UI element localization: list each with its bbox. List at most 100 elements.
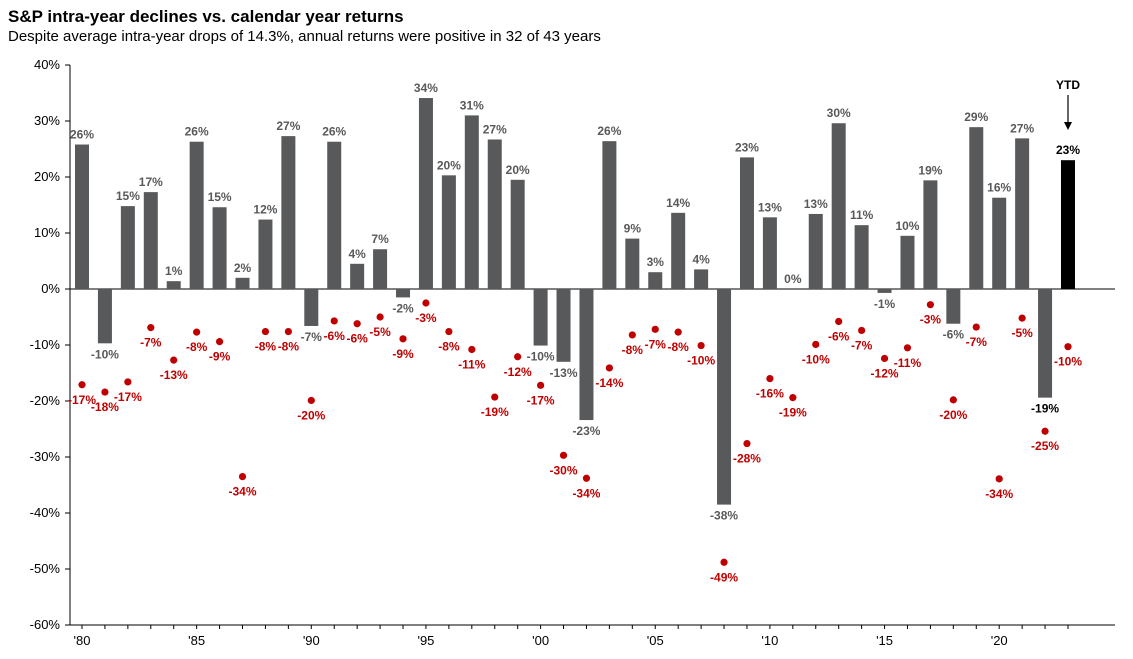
bar: [75, 144, 89, 289]
y-tick-label: -50%: [30, 561, 61, 576]
decline-point: [559, 451, 568, 459]
bar-label: 29%: [964, 110, 988, 124]
decline-label: -7%: [140, 336, 162, 350]
decline-point: [880, 354, 889, 363]
bar: [327, 141, 342, 289]
bar-label: 4%: [348, 247, 366, 261]
bar-label: -7%: [301, 330, 323, 344]
decline-label: -6%: [324, 329, 346, 343]
decline-label: -3%: [415, 311, 437, 325]
decline-label: -13%: [160, 368, 188, 382]
decline-label: -34%: [572, 486, 600, 500]
bar: [418, 98, 433, 289]
decline-point: [995, 475, 1003, 483]
bar-label: -1%: [874, 297, 896, 311]
decline-point: [238, 473, 247, 481]
bar-label: 11%: [850, 208, 874, 222]
bar: [510, 179, 525, 289]
decline-label: -8%: [255, 340, 277, 354]
bar: [1015, 138, 1030, 289]
y-tick-label: -20%: [30, 393, 61, 408]
bar: [900, 235, 915, 289]
bar-label: 27%: [276, 119, 300, 133]
y-tick-label: 30%: [34, 113, 60, 128]
decline-label: -30%: [550, 463, 578, 477]
bar-label: 0%: [784, 272, 802, 286]
bar: [625, 238, 640, 289]
decline-label: -3%: [920, 313, 942, 327]
decline-label: -8%: [438, 340, 460, 354]
decline-label: -11%: [894, 356, 922, 370]
bar-label: 19%: [918, 163, 942, 177]
bar-label: 26%: [70, 128, 94, 142]
decline-point: [261, 327, 270, 336]
y-tick-label: -60%: [30, 617, 61, 632]
decline-label: -9%: [392, 347, 414, 361]
y-tick-label: 0%: [41, 281, 60, 296]
bar-label: 27%: [1010, 121, 1034, 135]
bar: [717, 289, 732, 505]
bar-label: 20%: [437, 158, 461, 172]
decline-point: [651, 325, 659, 333]
bar-label: 31%: [460, 98, 484, 112]
bar-label: -23%: [572, 424, 600, 438]
bar-label: 23%: [735, 140, 759, 154]
bar: [373, 249, 388, 289]
bar-series: [75, 98, 1075, 505]
bar-label: -10%: [527, 350, 555, 364]
decline-point: [628, 331, 636, 339]
bar: [694, 269, 709, 289]
bar: [854, 225, 869, 289]
bar-label: 23%: [1056, 143, 1080, 157]
decline-label: -18%: [91, 400, 119, 414]
bar: [533, 289, 548, 346]
y-tick-label: 10%: [34, 225, 60, 240]
ytd-label: YTD: [1056, 78, 1080, 92]
bar-label: -6%: [943, 328, 965, 342]
bar-label: 9%: [624, 222, 642, 236]
bar: [350, 263, 365, 289]
x-tick-label: '20: [991, 633, 1008, 648]
decline-point: [124, 378, 132, 386]
decline-label: -5%: [369, 325, 391, 339]
bar: [166, 281, 181, 289]
bar: [235, 277, 250, 289]
bar-label: -19%: [1031, 402, 1059, 416]
bar-label: 10%: [895, 219, 919, 233]
decline-point: [215, 338, 224, 346]
decline-point: [491, 393, 499, 401]
bar: [923, 180, 938, 289]
bar: [808, 213, 823, 289]
decline-point: [307, 396, 315, 405]
x-tick-label: '95: [417, 633, 434, 648]
bar: [258, 219, 273, 289]
decline-point: [926, 301, 935, 309]
decline-point: [605, 364, 613, 372]
y-tick-label: 40%: [34, 57, 60, 72]
bar-label: 20%: [506, 163, 530, 177]
x-tick-label: '85: [188, 633, 205, 648]
bar-label: 4%: [692, 252, 710, 266]
decline-label: -19%: [481, 405, 509, 419]
decline-point: [284, 327, 292, 336]
bar: [992, 197, 1007, 289]
x-tick-label: '05: [647, 633, 664, 648]
bar: [762, 217, 777, 289]
decline-point: [376, 313, 384, 321]
bar-label: 1%: [165, 264, 183, 278]
bar: [969, 127, 984, 289]
x-tick-label: '15: [876, 633, 893, 648]
bar-label: -10%: [91, 347, 119, 361]
bar: [671, 212, 686, 289]
x-tick-label: '00: [532, 633, 549, 648]
bar-label: 34%: [414, 81, 438, 95]
bar: [396, 289, 411, 298]
bar: [648, 272, 663, 289]
x-tick-label: '80: [74, 633, 91, 648]
decline-label: -14%: [595, 376, 623, 390]
decline-label: -19%: [779, 406, 807, 420]
bar-label: 26%: [185, 125, 209, 139]
decline-point: [949, 396, 957, 404]
decline-label: -25%: [1031, 439, 1059, 453]
bar: [1060, 160, 1075, 289]
